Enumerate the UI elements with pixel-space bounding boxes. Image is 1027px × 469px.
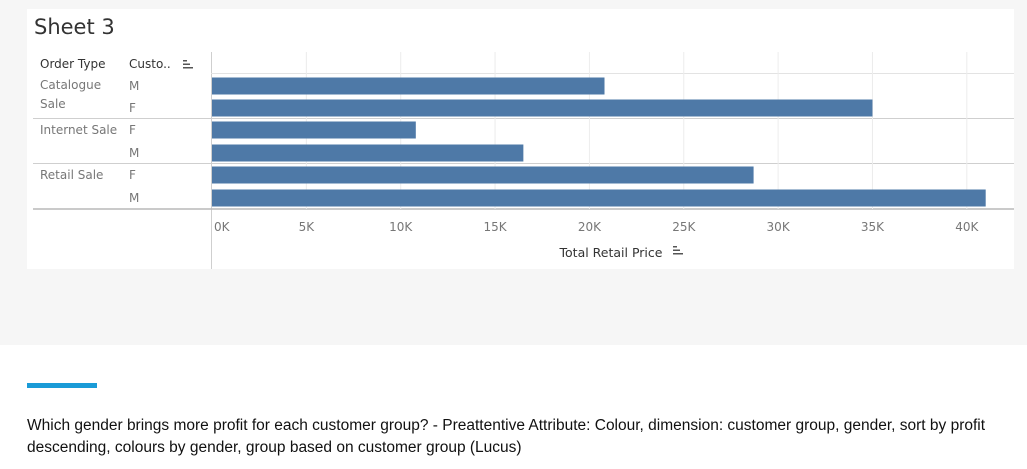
caption-text: Which gender brings more profit for each… xyxy=(27,417,986,456)
x-tick-label: 30K xyxy=(767,220,791,234)
x-tick-label: 35K xyxy=(861,220,885,234)
gender-label: F xyxy=(129,168,136,182)
gender-label: M xyxy=(129,146,140,160)
group-label-internet-sale: Internet Sale xyxy=(40,123,118,137)
gender-label: F xyxy=(129,101,136,115)
sort-icon[interactable] xyxy=(182,58,194,70)
order-type-header[interactable]: Order Type xyxy=(40,57,106,71)
bar[interactable] xyxy=(212,99,873,117)
caption-area: Which gender brings more profit for each… xyxy=(0,345,1027,469)
bar[interactable] xyxy=(212,121,416,139)
bar[interactable] xyxy=(212,77,605,95)
sort-icon[interactable] xyxy=(673,246,683,255)
gender-label: M xyxy=(129,191,140,205)
x-tick-label: 25K xyxy=(672,220,696,234)
x-tick-label: 15K xyxy=(483,220,507,234)
viz-area: Sheet 3 Order Type Custo.. Catalogue Sal… xyxy=(27,9,1014,269)
x-tick-label: 5K xyxy=(299,220,316,234)
group-label-catalogue-sale: Catalogue Sale xyxy=(40,78,102,111)
accent-line xyxy=(27,383,97,388)
bar[interactable] xyxy=(212,166,754,184)
sheet-title: Sheet 3 xyxy=(34,15,115,39)
gender-label: F xyxy=(129,123,136,137)
bar-chart: 0K 5K 10K 15K 20K 25K 30K 35K 40K Total Retail P… xyxy=(33,52,1014,269)
bar[interactable] xyxy=(212,144,524,162)
bar[interactable] xyxy=(212,189,986,207)
x-tick-label: 0K xyxy=(214,220,231,234)
x-tick-label: 40K xyxy=(955,220,979,234)
x-tick-label: 10K xyxy=(389,220,413,234)
customer-header[interactable]: Custo.. xyxy=(129,57,171,71)
worksheet: Sheet 3 Order Type Custo.. Catalogue Sal… xyxy=(27,9,1014,269)
x-tick-label: 20K xyxy=(578,220,602,234)
gender-label: M xyxy=(129,79,140,93)
group-label-retail-sale: Retail Sale xyxy=(40,168,104,182)
x-axis-label[interactable]: Total Retail Price xyxy=(559,245,663,260)
